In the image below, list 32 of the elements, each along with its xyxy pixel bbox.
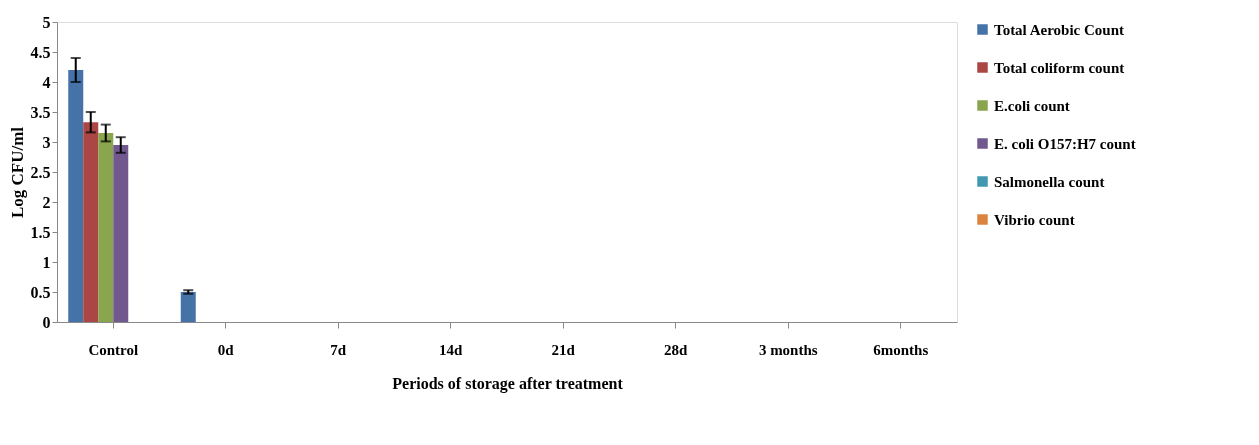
x-tick-label: 0d	[217, 341, 235, 358]
y-axis-title: Log CFU/ml	[7, 126, 27, 219]
y-tick-label: 4.5	[30, 43, 51, 61]
legend-label: Total coliform count	[994, 59, 1125, 76]
legend-label: Vibrio count	[994, 211, 1075, 228]
y-tick-label: 3	[42, 133, 51, 151]
x-tick-label: 7d	[330, 341, 347, 358]
bar	[180, 292, 196, 322]
x-axis-title: Periods of storage after treatment	[392, 374, 624, 393]
y-tick-label: 0.5	[30, 283, 51, 301]
y-tick-label: 1.5	[30, 223, 51, 241]
y-tick-label: 0	[42, 313, 51, 331]
y-tick-label: 2.5	[30, 163, 51, 181]
legend-label: E.coli count	[994, 97, 1070, 114]
bar	[83, 122, 99, 322]
bar	[113, 145, 129, 322]
bar	[98, 133, 114, 322]
y-tick-label: 5	[42, 13, 51, 31]
legend-label: E. coli O157:H7 count	[994, 135, 1136, 152]
bar	[68, 70, 84, 322]
y-tick-label: 3.5	[30, 103, 51, 121]
x-tick-label: 28d	[664, 341, 689, 358]
x-tick-label: 21d	[551, 341, 576, 358]
x-tick-label: 3 months	[758, 341, 818, 358]
y-tick-label: 1	[42, 253, 51, 271]
y-tick-label: 2	[42, 193, 51, 211]
x-tick-label: Control	[88, 341, 139, 358]
x-tick-label: 6months	[873, 341, 929, 358]
x-tick-label: 14d	[439, 341, 464, 358]
legend-label: Total Aerobic Count	[994, 21, 1125, 38]
legend-label: Salmonella count	[994, 173, 1105, 190]
y-tick-label: 4	[42, 73, 51, 91]
